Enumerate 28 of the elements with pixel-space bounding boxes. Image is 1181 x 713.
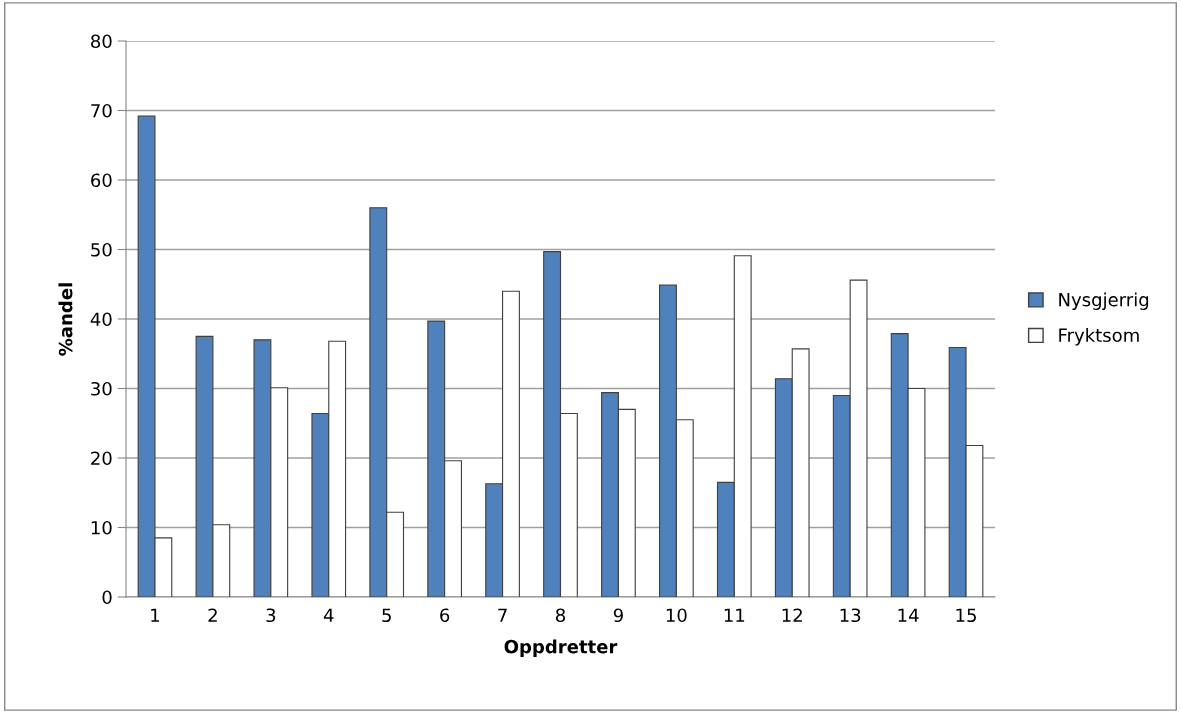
y-tick-label: 80 — [91, 34, 112, 49]
legend-label: Fryktsom — [1059, 328, 1139, 346]
x-tick-label: 15 — [956, 608, 976, 623]
x-tick-label: 7 — [498, 608, 507, 622]
x-tick-label: 6 — [440, 608, 450, 623]
y-tick-label: 70 — [91, 103, 112, 118]
x-tick-label: 5 — [382, 608, 391, 623]
x-tick-label: 10 — [666, 608, 687, 623]
y-tick-label: 10 — [91, 520, 112, 535]
y-tick-label: 20 — [91, 451, 112, 466]
y-tick-label: 0 — [102, 590, 112, 605]
y-tick-label: 40 — [90, 312, 112, 327]
x-tick-label: 8 — [555, 608, 566, 623]
x-tick-label: 4 — [323, 608, 334, 622]
y-tick-label: 30 — [91, 381, 112, 396]
y-axis-title: %andel — [58, 283, 73, 356]
x-tick-label: 11 — [724, 608, 745, 622]
y-tick-label: 60 — [91, 173, 112, 188]
x-tick-label: 1 — [151, 608, 160, 622]
x-tick-label: 14 — [898, 608, 919, 622]
x-axis-title: Oppdretter — [504, 639, 618, 657]
x-tick-label: 9 — [613, 608, 623, 623]
legend-label: Nysgjerrig — [1059, 292, 1149, 310]
x-tick-label: 3 — [266, 608, 276, 623]
x-tick-label: 13 — [840, 608, 861, 623]
x-tick-label: 12 — [782, 608, 802, 622]
y-tick-label: 50 — [91, 242, 112, 257]
x-tick-label: 2 — [208, 608, 217, 622]
